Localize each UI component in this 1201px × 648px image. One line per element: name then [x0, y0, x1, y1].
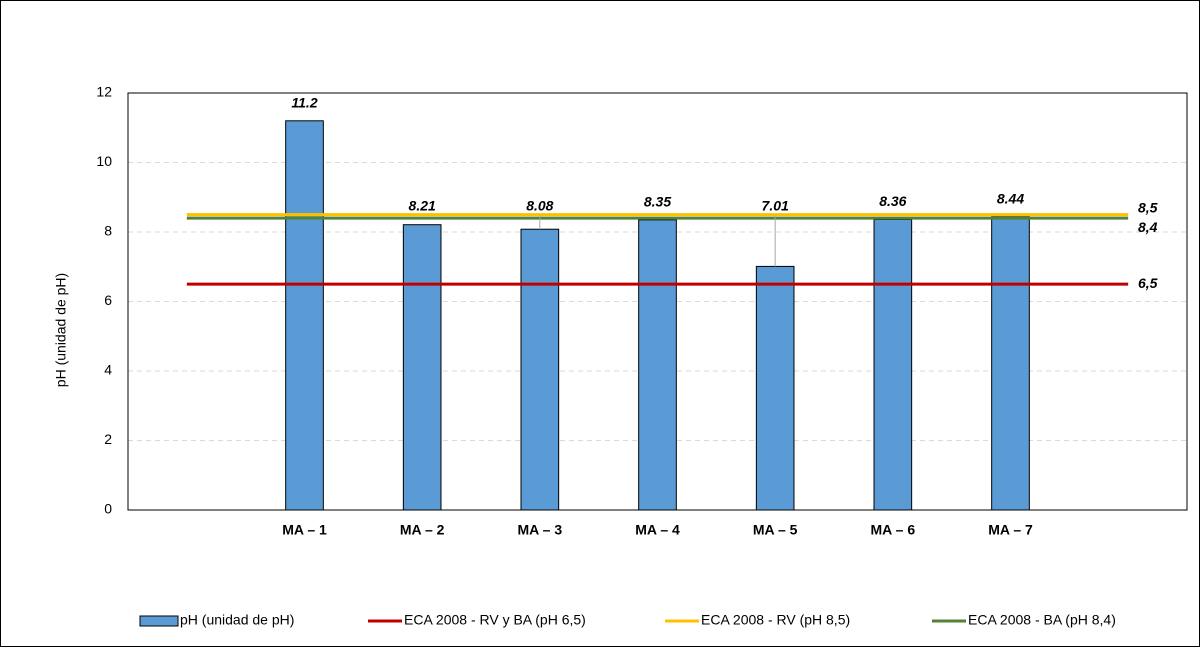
legend-swatch — [139, 615, 179, 627]
y-tick-label: 2 — [104, 431, 112, 447]
bar — [285, 120, 324, 511]
legend-label: ECA 2008 - BA (pH 8,4) — [968, 612, 1116, 628]
y-axis-label: pH (unidad de pH) — [53, 273, 69, 387]
data-label: 11.2 — [291, 95, 317, 111]
data-label: 8.21 — [409, 197, 436, 213]
bar — [991, 216, 1030, 511]
bar — [638, 219, 677, 511]
bar — [402, 224, 442, 511]
x-tick-label: MA – 5 — [753, 522, 798, 538]
bar — [520, 228, 560, 511]
y-tick-label: 8 — [104, 223, 112, 239]
y-tick-label: 6 — [104, 292, 112, 308]
x-tick-label: MA – 4 — [635, 522, 680, 538]
data-label: 8.36 — [879, 193, 906, 209]
legend-label: ECA 2008 - RV (pH 8,5) — [701, 612, 850, 628]
y-tick-label: 10 — [96, 153, 112, 169]
x-tick-label: MA – 3 — [518, 522, 563, 538]
data-label: 7.01 — [762, 197, 789, 213]
data-label: 8.08 — [526, 197, 553, 213]
data-label: 8.44 — [997, 190, 1024, 206]
x-tick-label: MA – 6 — [871, 522, 916, 538]
line-end-label: 8,4 — [1138, 219, 1158, 235]
bar — [755, 265, 795, 511]
y-tick-label: 0 — [104, 501, 112, 517]
legend-label: pH (unidad de pH) — [180, 612, 294, 628]
bar — [873, 218, 913, 511]
legend-label: ECA 2008 - RV y BA (pH 6,5) — [404, 612, 586, 628]
data-label: 8.35 — [644, 194, 671, 210]
x-tick-label: MA – 2 — [400, 522, 445, 538]
y-tick-label: 12 — [96, 84, 112, 100]
y-tick-label: 4 — [104, 362, 112, 378]
x-tick-label: MA – 1 — [282, 522, 327, 538]
line-end-label: 6,5 — [1138, 275, 1158, 291]
x-tick-label: MA – 7 — [988, 522, 1033, 538]
line-end-label: 8,5 — [1138, 199, 1158, 215]
plot-area — [127, 92, 1188, 511]
